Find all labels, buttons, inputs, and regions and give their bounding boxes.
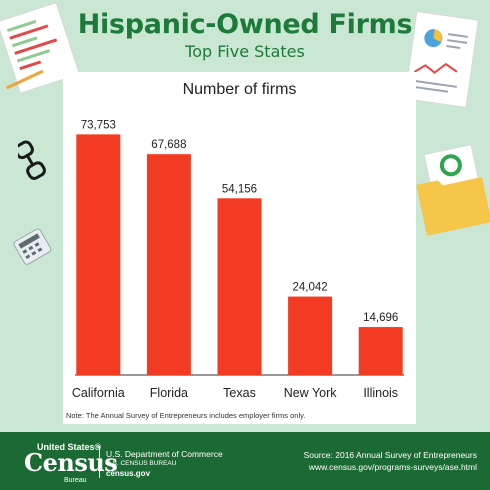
census-logo-sub-text: Bureau (64, 477, 87, 484)
data-label: 24,042 (293, 282, 328, 294)
footer: United States® Census Bureau U.S. Depart… (0, 432, 490, 490)
census-website: census.gov (106, 469, 151, 478)
footer-divider (99, 446, 100, 478)
folder-icon (416, 144, 490, 236)
x-tick-label: Florida (150, 386, 188, 400)
chart-panel: Number of firms 73,753 California 67,688 Flo… (63, 72, 416, 424)
census-logo-text: Census (24, 448, 118, 477)
chart-note: Note: The Annual Survey of Entrepreneurs… (66, 411, 306, 420)
department-name: U.S. Department of Commerce (106, 449, 223, 459)
data-label: 67,688 (151, 139, 186, 151)
eyeglasses-icon (18, 140, 46, 180)
bar-illinois (358, 327, 403, 375)
bar-florida (146, 154, 191, 375)
page-title: Hispanic-Owned Firms (77, 9, 413, 40)
calculator-icon (13, 228, 52, 265)
source-info: Source: 2016 Annual Survey of Entreprene… (304, 449, 477, 473)
census-logo-top-text: United States® (37, 442, 102, 452)
bar-new-york (288, 296, 333, 375)
bar-california (76, 134, 121, 375)
x-tick-label: California (72, 386, 125, 400)
data-label: 54,156 (222, 183, 257, 195)
data-label: 14,696 (363, 312, 398, 324)
department-info: U.S. Department of Commerce U.S. CENSUS … (106, 449, 223, 479)
data-label: 73,753 (81, 119, 116, 131)
chart-title: Number of firms (183, 81, 297, 98)
page-subtitle: Top Five States (185, 42, 305, 61)
report-paper-icon (404, 11, 479, 108)
bar-chart: Number of firms 73,753 California 67,688 Flo… (72, 81, 404, 400)
bar-texas (217, 198, 262, 375)
bar-chart-paper-icon (0, 2, 80, 94)
source-url: www.census.gov/programs-surveys/ase.html (308, 462, 477, 472)
bureau-name: U.S. CENSUS BUREAU (106, 460, 177, 467)
x-tick-label: New York (284, 386, 338, 400)
x-tick-label: Illinois (363, 386, 398, 400)
source-text: Source: 2016 Annual Survey of Entreprene… (303, 450, 477, 460)
x-tick-label: Texas (223, 386, 256, 400)
